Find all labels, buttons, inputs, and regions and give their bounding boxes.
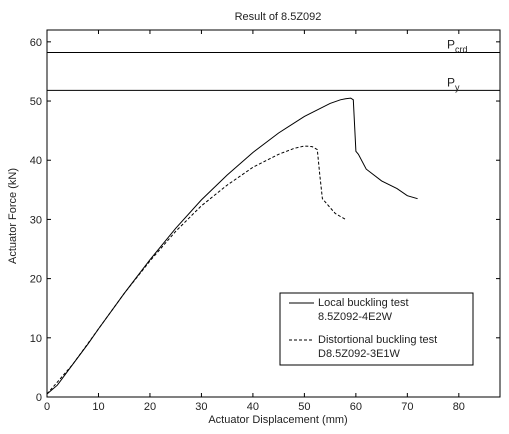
series-group	[46, 97, 418, 395]
y-axis-ticks: 0 10 20 30 40 50 60	[30, 37, 500, 404]
chart-title: Result of 8.5Z092	[235, 11, 322, 23]
x-tick-label: 0	[44, 401, 50, 413]
legend-box	[279, 292, 474, 366]
y-tick-label: 30	[30, 214, 42, 226]
reference-line-label: Py	[447, 75, 460, 92]
y-tick-label: 40	[30, 155, 42, 167]
plot-area-frame	[46, 29, 501, 398]
x-tick-label: 10	[92, 401, 104, 413]
y-axis-label: Actuator Force (kN)	[7, 168, 19, 264]
y-tick-label: 60	[30, 37, 42, 49]
reference-lines: Pcrd Py	[47, 37, 500, 92]
x-tick-label: 70	[401, 401, 413, 413]
series-line-1	[46, 97, 418, 395]
legend: Local buckling test 8.5Z092-4E2W Distortio…	[279, 292, 474, 366]
x-tick-label: 40	[247, 401, 259, 413]
x-tick-label: 30	[195, 401, 207, 413]
x-axis-label: Actuator Displacement (mm)	[208, 414, 347, 426]
reference-line-label: Pcrd	[447, 37, 468, 54]
y-tick-label: 10	[30, 333, 42, 345]
legend-label: Distortional buckling test D8.5Z092-3E1W	[318, 334, 437, 360]
series-line-2	[46, 145, 346, 395]
x-axis-ticks: 0 10 20 30 40 50 60 70 80	[44, 30, 465, 413]
x-tick-label: 50	[298, 401, 310, 413]
y-tick-label: 20	[30, 274, 42, 286]
legend-label: Local buckling test 8.5Z092-4E2W	[318, 297, 409, 323]
y-tick-label: 50	[30, 96, 42, 108]
x-tick-label: 60	[350, 401, 362, 413]
y-tick-label: 0	[36, 392, 42, 404]
x-tick-label: 80	[453, 401, 465, 413]
x-tick-label: 20	[144, 401, 156, 413]
